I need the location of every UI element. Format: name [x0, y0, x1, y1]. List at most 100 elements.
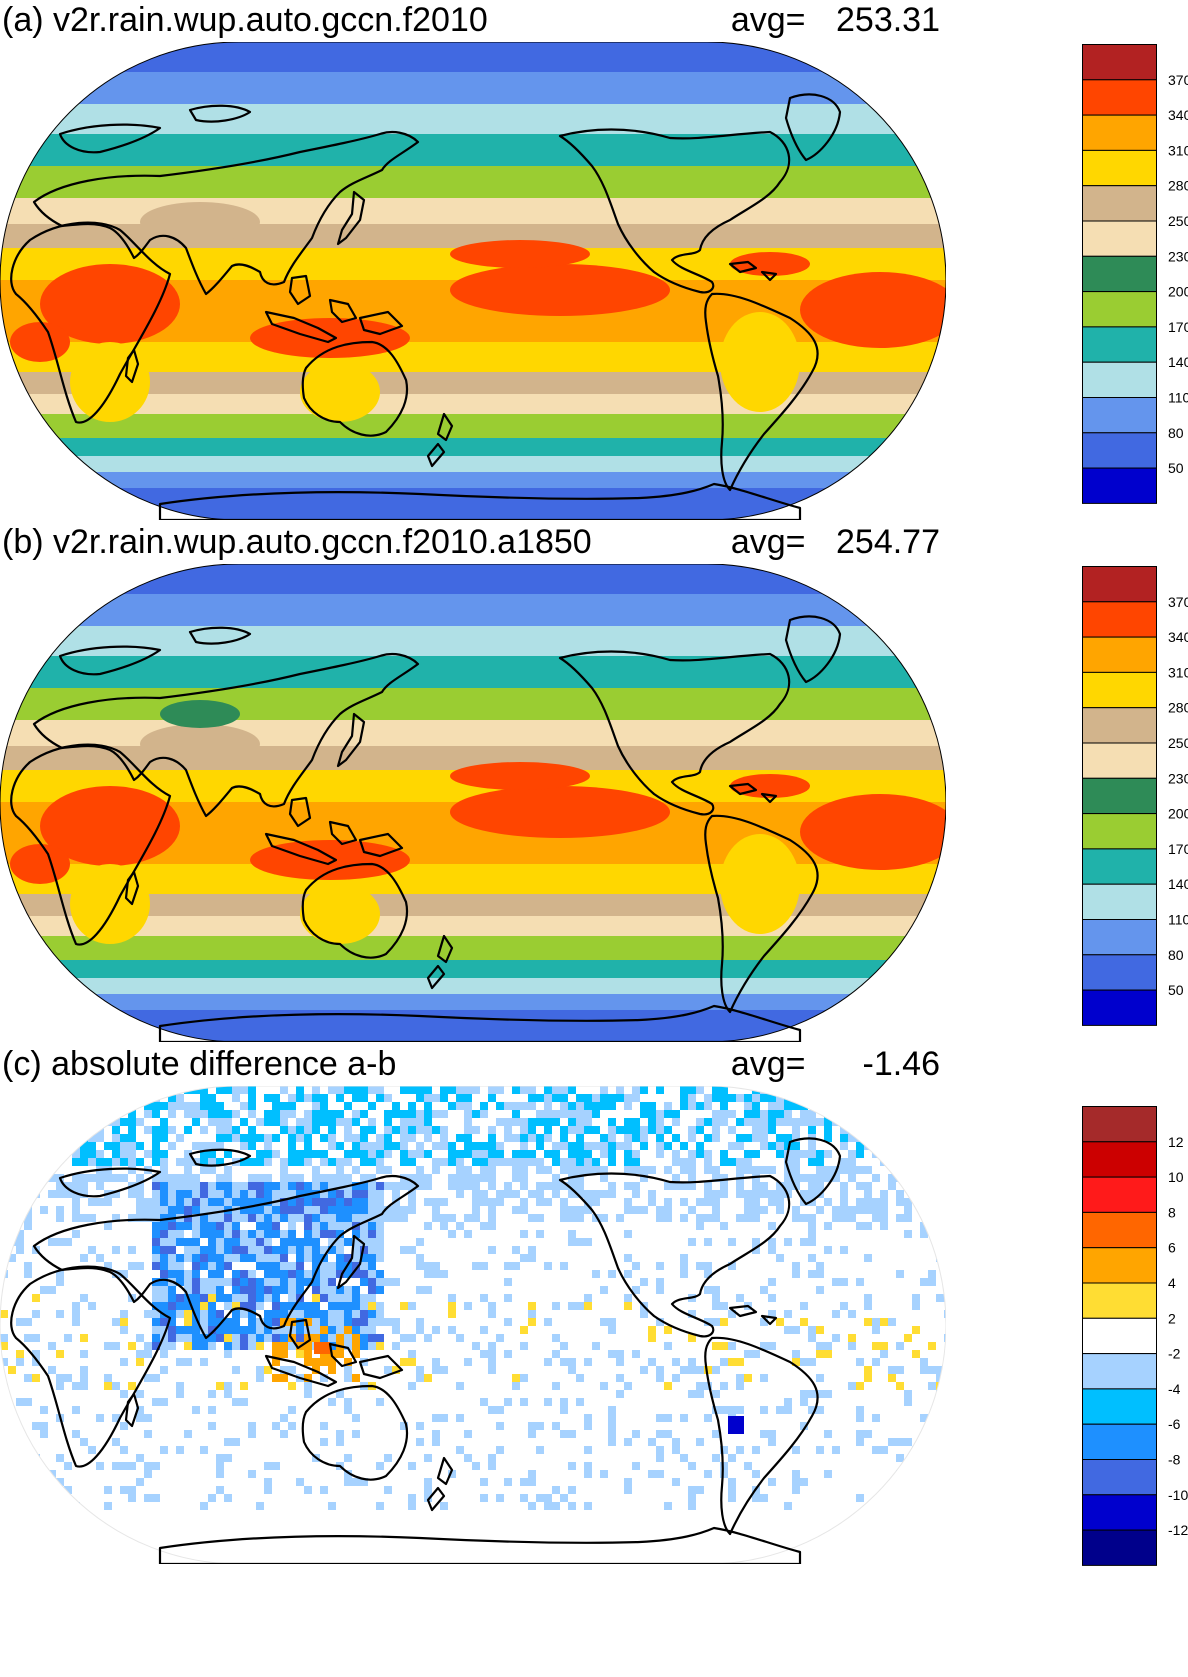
coastline	[32, 131, 420, 296]
colorbar-swatch	[1082, 1317, 1157, 1355]
colorbar-swatch	[1082, 1247, 1157, 1284]
colorbar-swatch	[1082, 954, 1157, 991]
colorbar-swatch	[1082, 397, 1157, 434]
colorbar-swatch	[1082, 919, 1157, 956]
panel-title: (c) absolute difference a-b	[2, 1045, 397, 1083]
colorbar-scale: 370 340 310 280 250 230 200 170 140 110 80 50	[1082, 566, 1188, 1026]
coastline	[336, 712, 366, 768]
coastline	[728, 260, 758, 274]
colorbar-swatch	[1082, 467, 1157, 504]
coastline	[264, 1354, 338, 1388]
colorbar-tick-label: 230	[1168, 770, 1188, 786]
colorbar-tick-label: 110	[1168, 390, 1188, 406]
colorbar-tick-label: -4	[1168, 1381, 1181, 1397]
colorbar-swatch	[1082, 149, 1157, 187]
average-label: avg=	[730, 523, 806, 561]
panel-a: (a) v2r.rain.wup.auto.gccn.f2010 avg= 25…	[0, 0, 1188, 522]
colorbar-tick-label: 170	[1168, 319, 1188, 335]
colorbar-tick-label: -8	[1168, 1452, 1181, 1468]
colorbar-swatch	[1082, 566, 1157, 603]
coastline	[158, 482, 802, 520]
colorbar-tick-label: 310	[1168, 664, 1188, 680]
coastline	[760, 1314, 778, 1326]
coastline	[784, 1137, 842, 1206]
colorbar-swatch	[1082, 1282, 1157, 1319]
coastline	[264, 310, 338, 344]
colorbar-tick-label: -10	[1168, 1487, 1188, 1503]
coastline	[288, 1318, 312, 1350]
colorbar-swatch	[1082, 326, 1157, 363]
coastline	[124, 870, 140, 906]
colorbar-swatch	[1082, 813, 1157, 850]
coastline	[301, 862, 409, 959]
coastline	[436, 1456, 454, 1486]
colorbar-tick-label: 50	[1168, 982, 1184, 998]
coastline	[188, 1148, 252, 1167]
coastline	[558, 1172, 791, 1338]
colorbar-swatch	[1082, 1529, 1157, 1566]
average-readout: avg= 254.77	[731, 522, 940, 562]
colorbar-swatch	[1082, 1176, 1157, 1213]
coastline	[288, 796, 312, 828]
coastline	[704, 814, 819, 1014]
coastline	[58, 645, 162, 676]
colorbar-tick-label: 140	[1168, 876, 1188, 892]
colorbar-tick-label: 4	[1168, 1275, 1176, 1291]
coastline	[10, 743, 172, 946]
colorbar-tick-label: 110	[1168, 912, 1188, 928]
coastline	[124, 348, 140, 384]
colorbar-swatch	[1082, 432, 1157, 469]
coastline	[784, 93, 842, 162]
coastline	[58, 1167, 162, 1198]
coastline	[328, 298, 358, 324]
global-map	[0, 42, 946, 520]
colorbar-swatch	[1082, 777, 1157, 815]
colorbar-swatch	[1082, 185, 1157, 222]
field-fill	[0, 564, 946, 1042]
colorbar-swatch	[1082, 1388, 1157, 1425]
coastline	[188, 104, 252, 123]
coastline	[436, 934, 454, 964]
colorbar-swatch	[1082, 1494, 1157, 1531]
colorbar-tick-label: 200	[1168, 806, 1188, 822]
panel-b: (b) v2r.rain.wup.auto.gccn.f2010.a1850 a…	[0, 522, 1188, 1044]
average-value: 254.77	[836, 523, 940, 561]
coastline	[704, 1336, 819, 1536]
average-label: avg=	[730, 1, 806, 39]
colorbar-swatch	[1082, 671, 1157, 709]
coastline	[728, 782, 758, 796]
coastline	[301, 1384, 409, 1481]
average-readout: avg= 253.31	[731, 0, 940, 40]
colorbar-swatch	[1082, 114, 1157, 151]
colorbar-swatch	[1082, 601, 1157, 638]
colorbar-scale: 370 340 310 280 250 230 200 170 140 110 80 50	[1082, 44, 1188, 504]
field-fill	[0, 42, 946, 520]
coastline	[760, 270, 778, 282]
colorbar-tick-label: 50	[1168, 460, 1184, 476]
colorbar-swatch	[1082, 1141, 1157, 1178]
coastline	[158, 1526, 802, 1564]
coastline	[436, 412, 454, 442]
colorbar-swatch	[1082, 742, 1157, 779]
colorbar-tick-label: 80	[1168, 425, 1184, 441]
coastline	[124, 1392, 140, 1428]
coastlines	[10, 615, 842, 1042]
colorbar-tick-label: 10	[1168, 1169, 1184, 1185]
panel-title: (a) v2r.rain.wup.auto.gccn.f2010	[2, 1, 488, 39]
coastline	[336, 1234, 366, 1290]
colorbar-swatch	[1082, 636, 1157, 673]
colorbar-tick-label: 6	[1168, 1240, 1176, 1256]
colorbar: 370 340 310 280 250 230 200 170 140 110 80 50	[1082, 566, 1188, 1027]
colorbar-swatch	[1082, 883, 1157, 921]
coastline	[358, 310, 404, 336]
colorbar-scale: 12 10 8 6 4 2 -2 -4 -6 -8 -10 -12	[1082, 1106, 1188, 1566]
coastline	[728, 1304, 758, 1318]
colorbar-tick-label: 310	[1168, 142, 1188, 158]
colorbar-swatch	[1082, 1106, 1157, 1143]
colorbar-tick-label: 230	[1168, 248, 1188, 264]
coastline	[336, 190, 366, 246]
coastline	[704, 292, 819, 492]
panel-c: (c) absolute difference a-b avg= -1.46 1…	[0, 1044, 1188, 1677]
coastline	[32, 1175, 420, 1340]
coastline	[10, 221, 172, 424]
